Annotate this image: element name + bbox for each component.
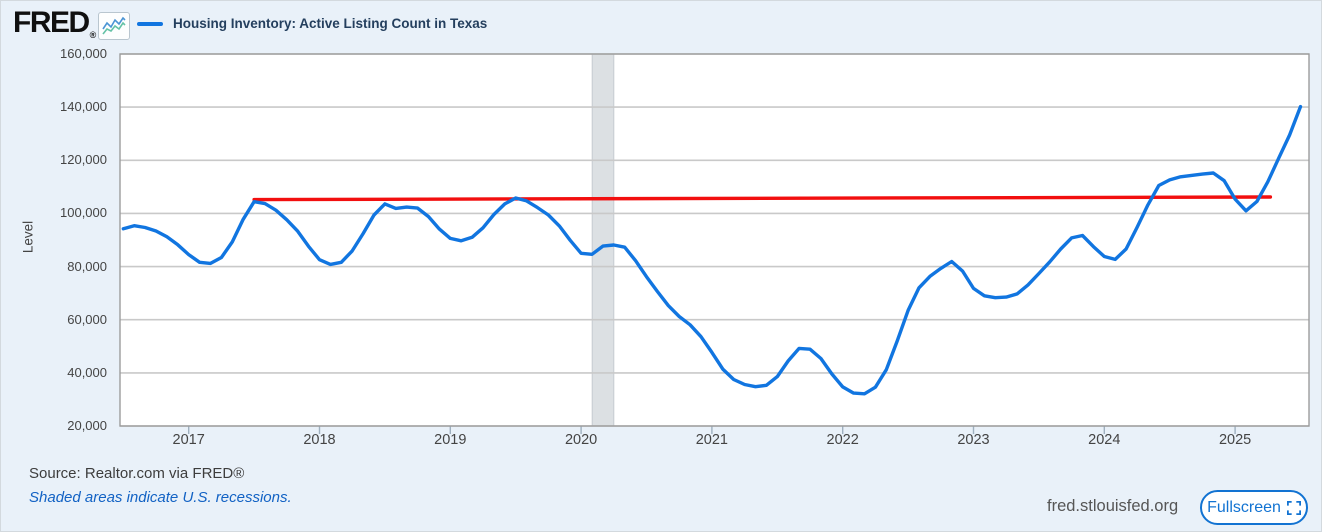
x-axis-tick-label: 2017 [172, 432, 205, 448]
series-line-active-listings [121, 104, 1303, 396]
fred-logo-text: FRED [13, 6, 90, 39]
y-axis-tick-label: 100,000 [60, 205, 107, 221]
x-axis-tick-label: 2024 [1088, 432, 1121, 448]
reference-line-red [252, 195, 1273, 202]
x-axis-tick-label: 2021 [695, 432, 728, 448]
x-axis-tick-label: 2022 [826, 432, 859, 448]
y-axis-tick-label: 20,000 [67, 418, 107, 433]
fred-sparkline-icon [98, 12, 130, 40]
plot-border [119, 53, 1310, 427]
plot-background [120, 54, 1309, 426]
y-axis-tick-label: 160,000 [60, 46, 107, 61]
y-axis-title: Level [20, 220, 36, 254]
fred-logo[interactable]: FRED® [13, 6, 97, 45]
legend-line-swatch [137, 22, 163, 26]
chart-title: Housing Inventory: Active Listing Count … [173, 16, 488, 31]
x-axis-tick-label: 2025 [1218, 432, 1252, 448]
fullscreen-button-label: Fullscreen [1207, 498, 1281, 516]
site-url: fred.stlouisfed.org [1047, 497, 1179, 515]
y-axis-tick-label: 40,000 [67, 364, 107, 380]
fullscreen-button[interactable]: Fullscreen [1200, 490, 1308, 525]
x-axis-tick-label: 2020 [564, 432, 598, 448]
chart-svg [119, 53, 1310, 434]
recession-band [591, 53, 615, 427]
x-axis-tick-label: 2023 [957, 432, 990, 448]
x-axis-tick-label: 2019 [434, 432, 467, 448]
y-axis-tick-label: 140,000 [60, 99, 107, 115]
y-axis-tick-label: 60,000 [67, 311, 107, 327]
registered-mark: ® [89, 30, 97, 40]
source-text: Source: Realtor.com via FRED® [29, 465, 245, 482]
fullscreen-icon [1286, 500, 1301, 515]
y-axis-tick-label: 80,000 [67, 258, 107, 274]
x-axis-tick-label: 2018 [303, 432, 336, 448]
sparkline-svg [102, 16, 126, 35]
recession-note: Shaded areas indicate U.S. recessions. [29, 489, 292, 506]
y-axis-tick-label: 120,000 [60, 152, 107, 168]
